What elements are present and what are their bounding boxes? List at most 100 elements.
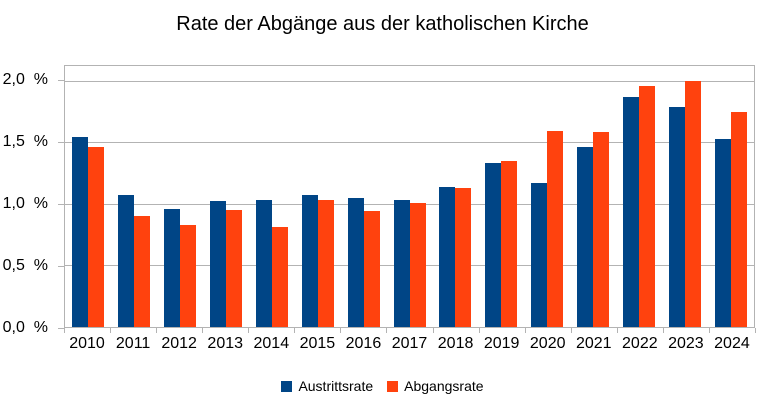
x-tick-11	[570, 328, 572, 333]
bar-austrittsrate-2018	[439, 186, 456, 327]
gridline-2	[65, 80, 754, 82]
bar-group-2019	[478, 66, 524, 327]
y-tick-0	[58, 328, 64, 329]
x-label-2011: 2011	[115, 335, 151, 352]
bar-group-2020	[524, 66, 570, 327]
bar-austrittsrate-2014	[255, 200, 272, 327]
x-tick-2	[156, 328, 158, 333]
x-tick-1	[110, 328, 112, 333]
x-tick-13	[662, 328, 664, 333]
x-tick-3	[202, 328, 204, 333]
bar-group-2010	[65, 66, 111, 327]
x-label-2014: 2014	[253, 335, 290, 352]
legend-swatch-austrittsrate-icon	[281, 380, 293, 392]
y-tick-2	[58, 79, 64, 81]
x-axis-labels: 2010 2011 2012 2013 2014 2015 2016 2017 2018 2019…	[64, 335, 755, 355]
bar-abgangsrate-2021	[593, 132, 610, 327]
bar-austrittsrate-2011	[117, 195, 134, 327]
x-tick-14	[708, 328, 710, 333]
bar-group-2024	[708, 66, 754, 327]
x-label-2024: 2024	[714, 335, 750, 352]
bar-abgangsrate-2014	[271, 227, 288, 327]
x-label-2017: 2017	[391, 335, 428, 352]
y-tick-label-0.5: 0,5 %	[2, 256, 48, 274]
bar-austrittsrate-2024	[715, 138, 732, 327]
y-tick-1	[58, 203, 64, 205]
bar-austrittsrate-2012	[163, 208, 180, 327]
x-tick-6	[340, 328, 342, 333]
bars	[65, 66, 754, 327]
bar-abgangsrate-2015	[317, 200, 334, 327]
bar-group-2023	[662, 66, 708, 327]
bar-abgangsrate-2022	[639, 85, 656, 327]
y-tick-label-1: 1,0 %	[2, 194, 48, 212]
y-tick-1.5	[58, 141, 64, 143]
bar-group-2017	[387, 66, 433, 327]
x-label-2013: 2013	[207, 335, 244, 352]
bar-austrittsrate-2010	[71, 137, 88, 327]
x-label-2022: 2022	[622, 335, 658, 352]
bar-group-2021	[570, 66, 616, 327]
x-label-2016: 2016	[345, 335, 382, 352]
legend: Austrittsrate Abgangsrate	[0, 377, 765, 395]
bar-austrittsrate-2023	[669, 106, 686, 327]
x-label-2018: 2018	[437, 335, 474, 352]
bar-group-2016	[341, 66, 387, 327]
x-tick-15	[755, 328, 756, 333]
bar-abgangsrate-2013	[225, 210, 242, 327]
x-tick-0	[64, 328, 65, 333]
x-tick-5	[294, 328, 296, 333]
legend-label-austrittsrate: Austrittsrate	[298, 378, 374, 394]
bar-group-2014	[249, 66, 295, 327]
legend-label-abgangsrate: Abgangsrate	[404, 378, 484, 394]
bar-abgangsrate-2017	[409, 202, 426, 327]
y-tick-label-0: 0,0 %	[2, 319, 48, 336]
bar-group-2022	[616, 66, 662, 327]
bar-abgangsrate-2011	[133, 216, 150, 327]
bar-austrittsrate-2021	[577, 147, 594, 327]
bar-abgangsrate-2024	[731, 111, 748, 327]
bar-austrittsrate-2017	[393, 200, 410, 327]
bar-abgangsrate-2010	[87, 147, 104, 327]
y-tick-label-2: 2,0 %	[2, 70, 48, 88]
bar-abgangsrate-2020	[547, 131, 564, 327]
y-tick-0.5	[58, 265, 64, 267]
x-label-2023: 2023	[668, 335, 704, 352]
x-tick-10	[524, 328, 526, 333]
bar-austrittsrate-2020	[531, 182, 548, 327]
bar-austrittsrate-2015	[301, 195, 318, 327]
legend-item-austrittsrate: Austrittsrate	[281, 378, 373, 394]
x-label-2010: 2010	[69, 335, 105, 352]
bar-group-2018	[433, 66, 479, 327]
bar-austrittsrate-2016	[347, 197, 364, 327]
bar-abgangsrate-2018	[455, 187, 472, 327]
y-tick-label-1.5: 1,5 %	[2, 132, 48, 150]
x-tick-8	[432, 328, 434, 333]
bar-group-2015	[295, 66, 341, 327]
x-label-2019: 2019	[483, 335, 520, 352]
x-label-2021: 2021	[575, 335, 612, 352]
x-tick-7	[386, 328, 388, 333]
gridline-1.5	[65, 142, 754, 144]
bar-group-2012	[157, 66, 203, 327]
x-axis-ticks	[64, 328, 756, 333]
legend-swatch-abgangsrate-icon	[387, 380, 399, 392]
x-label-2012: 2012	[161, 335, 197, 352]
legend-item-abgangsrate: Abgangsrate	[387, 378, 484, 394]
y-axis-labels: 0,0 % 0,5 % 1,0 % 1,5 % 2,0 %	[0, 65, 48, 336]
bar-austrittsrate-2019	[485, 163, 502, 327]
bar-group-2011	[111, 66, 157, 327]
bar-abgangsrate-2016	[363, 211, 380, 327]
bar-abgangsrate-2012	[179, 224, 196, 327]
x-tick-9	[478, 328, 480, 333]
x-label-2015: 2015	[299, 335, 336, 352]
bar-austrittsrate-2022	[623, 96, 640, 327]
bar-abgangsrate-2019	[501, 160, 518, 327]
x-label-2020: 2020	[529, 335, 566, 352]
plot-area	[64, 65, 755, 328]
bar-group-2013	[203, 66, 249, 327]
chart-title: Rate der Abgänge aus der katholischen Ki…	[176, 13, 589, 35]
x-tick-12	[616, 328, 618, 333]
bar-abgangsrate-2023	[685, 80, 702, 327]
y-axis-ticks	[58, 65, 64, 329]
